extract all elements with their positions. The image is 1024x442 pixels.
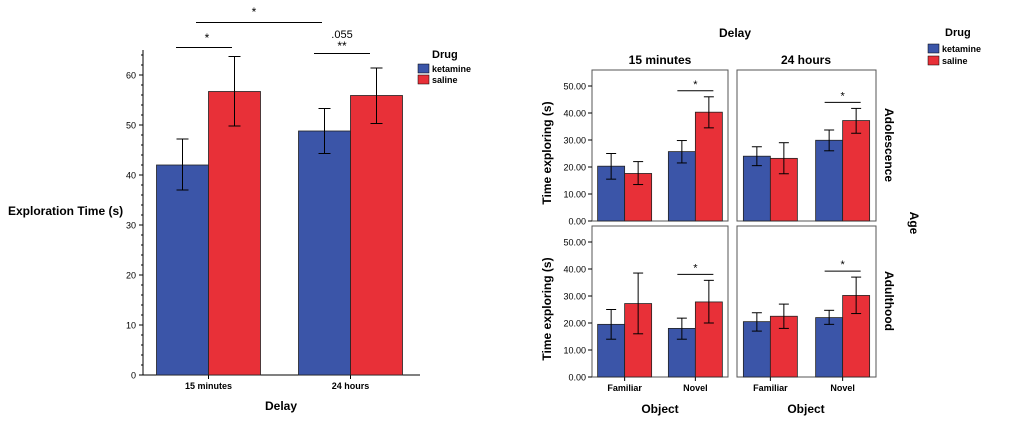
left-annotation-24h: ** xyxy=(337,39,347,53)
panel-frame xyxy=(591,225,729,378)
panel-frame xyxy=(736,225,877,378)
right-sig-annotation: * xyxy=(693,79,698,91)
right-sig-annotation: * xyxy=(840,90,845,102)
right-y-tick-label: 0.00 xyxy=(568,373,586,383)
right-y-tick-label: 10.00 xyxy=(563,190,586,200)
left-legend-title: Drug xyxy=(432,49,458,61)
right-y-tick-label: 50.00 xyxy=(563,238,586,248)
right-bar-saline xyxy=(694,111,723,222)
right-y-tick-label: 40.00 xyxy=(563,109,586,119)
right-x-tick-label: Familiar xyxy=(607,383,642,393)
right-y-tick-label: 0.00 xyxy=(568,217,586,227)
right-chart: Delay 15 minutes 24 hours Adolescence Ad… xyxy=(540,26,981,416)
right-sig-annotation: * xyxy=(840,259,845,271)
right-bar-saline xyxy=(842,120,871,222)
left-annotation-15min: * xyxy=(205,31,210,45)
right-x-tick-label: Familiar xyxy=(753,383,788,393)
left-y-tick-label: 40 xyxy=(126,171,136,181)
right-xlabel-left: Object xyxy=(641,402,678,416)
right-x-tick-label: Novel xyxy=(683,383,708,393)
left-bar-saline xyxy=(208,91,261,376)
right-y-tick-label: 40.00 xyxy=(563,265,586,275)
right-x-tick-label: Novel xyxy=(830,383,855,393)
right-xlabel-right: Object xyxy=(787,402,824,416)
panel-frame xyxy=(591,69,729,222)
right-column-header: Delay xyxy=(719,26,751,40)
right-y-tick-label: 10.00 xyxy=(563,346,586,356)
left-y-tick-label: 30 xyxy=(126,221,136,231)
left-bar-ketamine xyxy=(156,164,209,376)
right-bar-ketamine xyxy=(815,317,844,378)
left-ylabel: Exploration Time (s) xyxy=(8,204,123,218)
right-bar-ketamine xyxy=(815,139,844,222)
right-legend-title: Drug xyxy=(945,27,971,39)
right-legend-swatch-ketamine xyxy=(927,43,940,54)
right-sig-annotation: * xyxy=(693,262,698,274)
right-column-15min: 15 minutes xyxy=(629,53,692,67)
right-legend-label-saline: saline xyxy=(942,56,968,66)
left-y-tick-label: 20 xyxy=(126,271,136,281)
right-bar-saline xyxy=(624,303,653,378)
right-row-adulthood: Adulthood xyxy=(882,271,896,331)
right-y-tick-label: 20.00 xyxy=(563,163,586,173)
left-y-tick-label: 10 xyxy=(126,321,136,331)
left-y-tick-label: 0 xyxy=(131,371,136,381)
left-legend-label-saline: saline xyxy=(432,75,458,85)
panel-frame xyxy=(736,69,877,222)
left-legend-swatch-saline xyxy=(417,74,430,85)
right-row-adolescence: Adolescence xyxy=(882,108,896,182)
left-x-tick-label: 24 hours xyxy=(332,381,370,391)
left-annotation-delay: * xyxy=(252,5,257,19)
right-row-header: Age xyxy=(907,212,921,235)
left-annotation-055: .055 xyxy=(331,29,352,41)
left-legend-swatch-ketamine xyxy=(417,63,430,74)
left-bar-saline xyxy=(350,95,403,376)
right-legend-label-ketamine: ketamine xyxy=(942,44,981,54)
left-xlabel: Delay xyxy=(265,399,297,413)
left-y-tick-label: 60 xyxy=(126,71,136,81)
chart-marks: 0 10 20 30 40 50 60 15 minutes 24 hours 0.00 10.00… xyxy=(126,22,877,393)
right-y-tick-label: 30.00 xyxy=(563,292,586,302)
left-legend-label-ketamine: ketamine xyxy=(432,64,471,74)
left-chart: Exploration Time (s) Delay Drug ketamine… xyxy=(8,5,471,413)
right-ylabel-bottom: Time exploring (s) xyxy=(540,257,554,360)
left-x-tick-label: 15 minutes xyxy=(185,381,232,391)
right-y-tick-label: 50.00 xyxy=(563,82,586,92)
right-legend-swatch-saline xyxy=(927,55,940,66)
right-column-24h: 24 hours xyxy=(781,53,831,67)
right-y-tick-label: 30.00 xyxy=(563,136,586,146)
right-y-tick-label: 20.00 xyxy=(563,319,586,329)
right-ylabel-top: Time exploring (s) xyxy=(540,101,554,204)
right-bar-ketamine xyxy=(742,155,771,222)
left-y-tick-label: 50 xyxy=(126,121,136,131)
left-bar-ketamine xyxy=(298,130,351,376)
